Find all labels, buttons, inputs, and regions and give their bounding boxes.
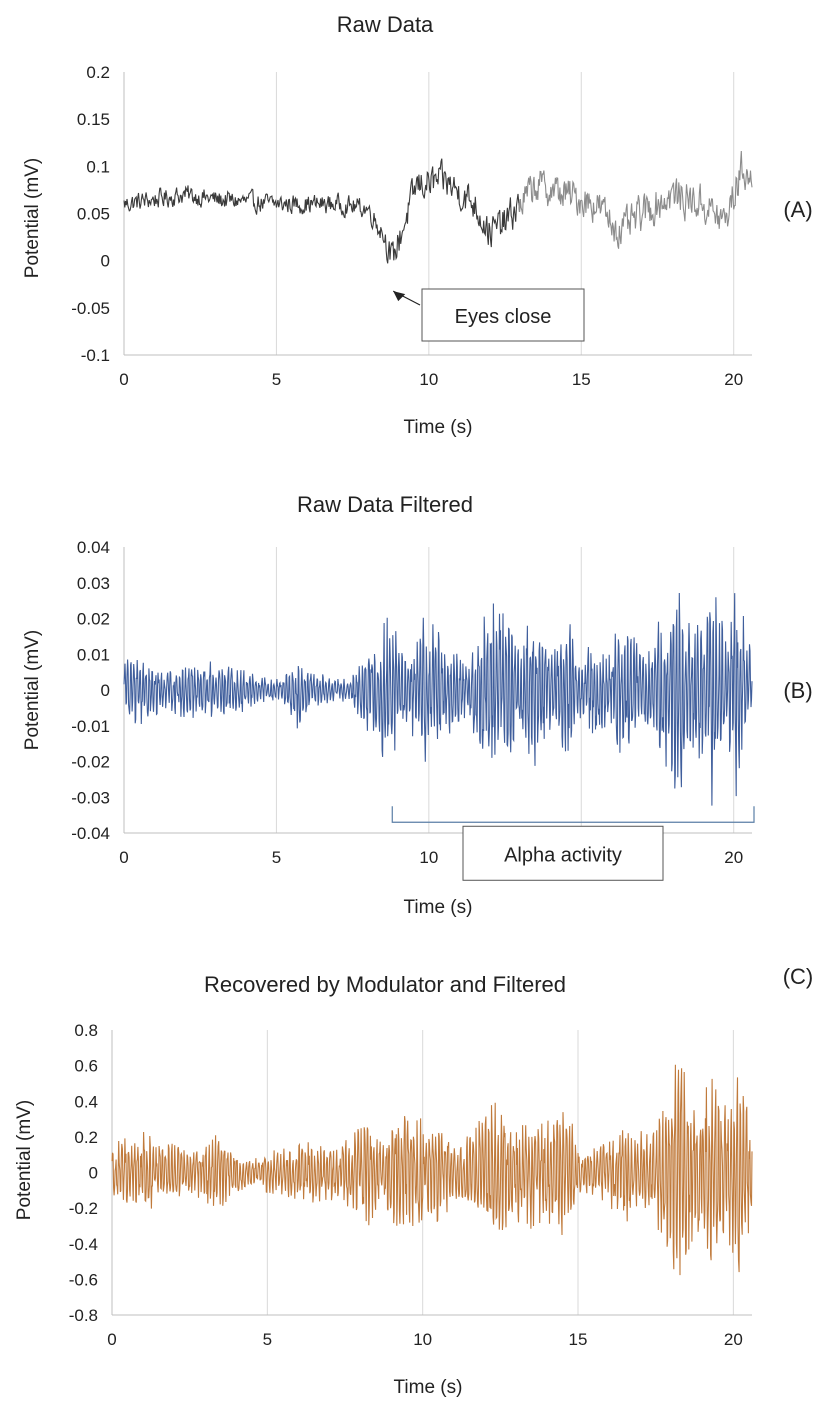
panel-a-x-tick-label: 10 [419,370,438,389]
panel-a-x-tick-label: 15 [572,370,591,389]
eyes-close-box [421,288,585,342]
panel-b-x-tick-label: 0 [119,848,128,867]
panel-a-y-tick-label: -0.1 [81,346,110,365]
panel-b-x-axis-label: Time (s) [404,897,473,918]
panel-c-x-axis-label: Time (s) [394,1377,463,1398]
panel-b-x-tick-label: 20 [724,848,743,867]
panel-b-y-tick-label: 0.02 [77,610,110,629]
panel-b-x-tick-label: 5 [272,848,281,867]
panel-b-y-axis-label: Potential (mV) [22,630,43,750]
panel-c-title: Recovered by Modulator and Filtered [204,972,566,997]
panel-a-x-tick-label: 0 [119,370,128,389]
panel-b-y-tick-label: 0 [101,681,110,700]
alpha-activity-box [462,825,664,881]
panel-c-y-tick-label: -0.4 [69,1235,98,1254]
panel-c-y-tick-label: -0.2 [69,1199,98,1218]
panel-c-y-tick-label: -0.8 [69,1306,98,1325]
panel-a-chart: Raw Data 0 5 10 15 20 -0.1 -0.05 0 0.05 0.1 0.15 0.… [22,12,813,438]
panel-a-y-tick-label: 0.15 [77,110,110,129]
eyes-close-label: Eyes close [455,306,552,328]
panel-b-y-tick-label: 0.03 [77,574,110,593]
panel-a-x-axis-label: Time (s) [404,417,473,438]
panel-a-y-tick-label: -0.05 [71,299,110,318]
panel-c-y-axis-label: Potential (mV) [14,1100,35,1220]
panel-a-series-line-1 [123,158,521,264]
panel-b-label: (B) [783,678,812,703]
panel-a-x-tick-label: 5 [272,370,281,389]
panel-b-y-tick-label: -0.03 [71,788,110,807]
panel-c-y-tick-label: 0 [89,1164,98,1183]
panel-a-y-tick-label: 0.05 [77,205,110,224]
alpha-activity-label: Alpha activity [504,844,622,866]
alpha-activity-bracket [391,806,755,823]
panel-a-x-tick-label: 20 [724,370,743,389]
panel-c-y-tick-label: 0.2 [74,1128,98,1147]
panel-b-series-line [123,592,753,806]
panel-c-label: (C) [783,964,814,989]
panel-a-series-line-2 [518,150,753,249]
panel-b-y-tick-label: -0.02 [71,753,110,772]
eyes-close-arrowhead [393,291,406,302]
panel-c-y-tick-label: 0.4 [74,1092,98,1111]
panel-c-x-tick-label: 0 [107,1330,116,1349]
panel-b-y-tick-label: 0.01 [77,645,110,664]
panel-c-x-tick-label: 10 [413,1330,432,1349]
panel-c-series-line [111,1064,753,1276]
panel-c-y-tick-label: 0.8 [74,1021,98,1040]
panel-a-label: (A) [783,197,812,222]
panel-b-y-tick-label: -0.04 [71,824,110,843]
panel-b-title: Raw Data Filtered [297,492,473,517]
panel-c-chart: Recovered by Modulator and Filtered 0 5 10… [14,964,813,1398]
panel-a-y-tick-label: 0.2 [86,63,110,82]
panel-a-title: Raw Data [337,12,434,37]
panel-b-y-tick-label: -0.01 [71,717,110,736]
panel-c-x-tick-label: 20 [724,1330,743,1349]
panel-a-y-axis-label: Potential (mV) [22,158,43,278]
panel-a-y-tick-label: 0.1 [86,157,110,176]
panel-a-y-tick-label: 0 [101,252,110,271]
panel-b-x-tick-label: 10 [419,848,438,867]
panel-b-y-tick-label: 0.04 [77,538,110,557]
panel-b-chart: Raw Data Filtered 05101520-0.04-0.03-0.0… [22,492,813,918]
panel-c-y-tick-label: -0.6 [69,1270,98,1289]
panel-c-x-tick-label: 15 [569,1330,588,1349]
panel-c-x-tick-label: 5 [263,1330,272,1349]
panel-c-y-tick-label: 0.6 [74,1057,98,1076]
